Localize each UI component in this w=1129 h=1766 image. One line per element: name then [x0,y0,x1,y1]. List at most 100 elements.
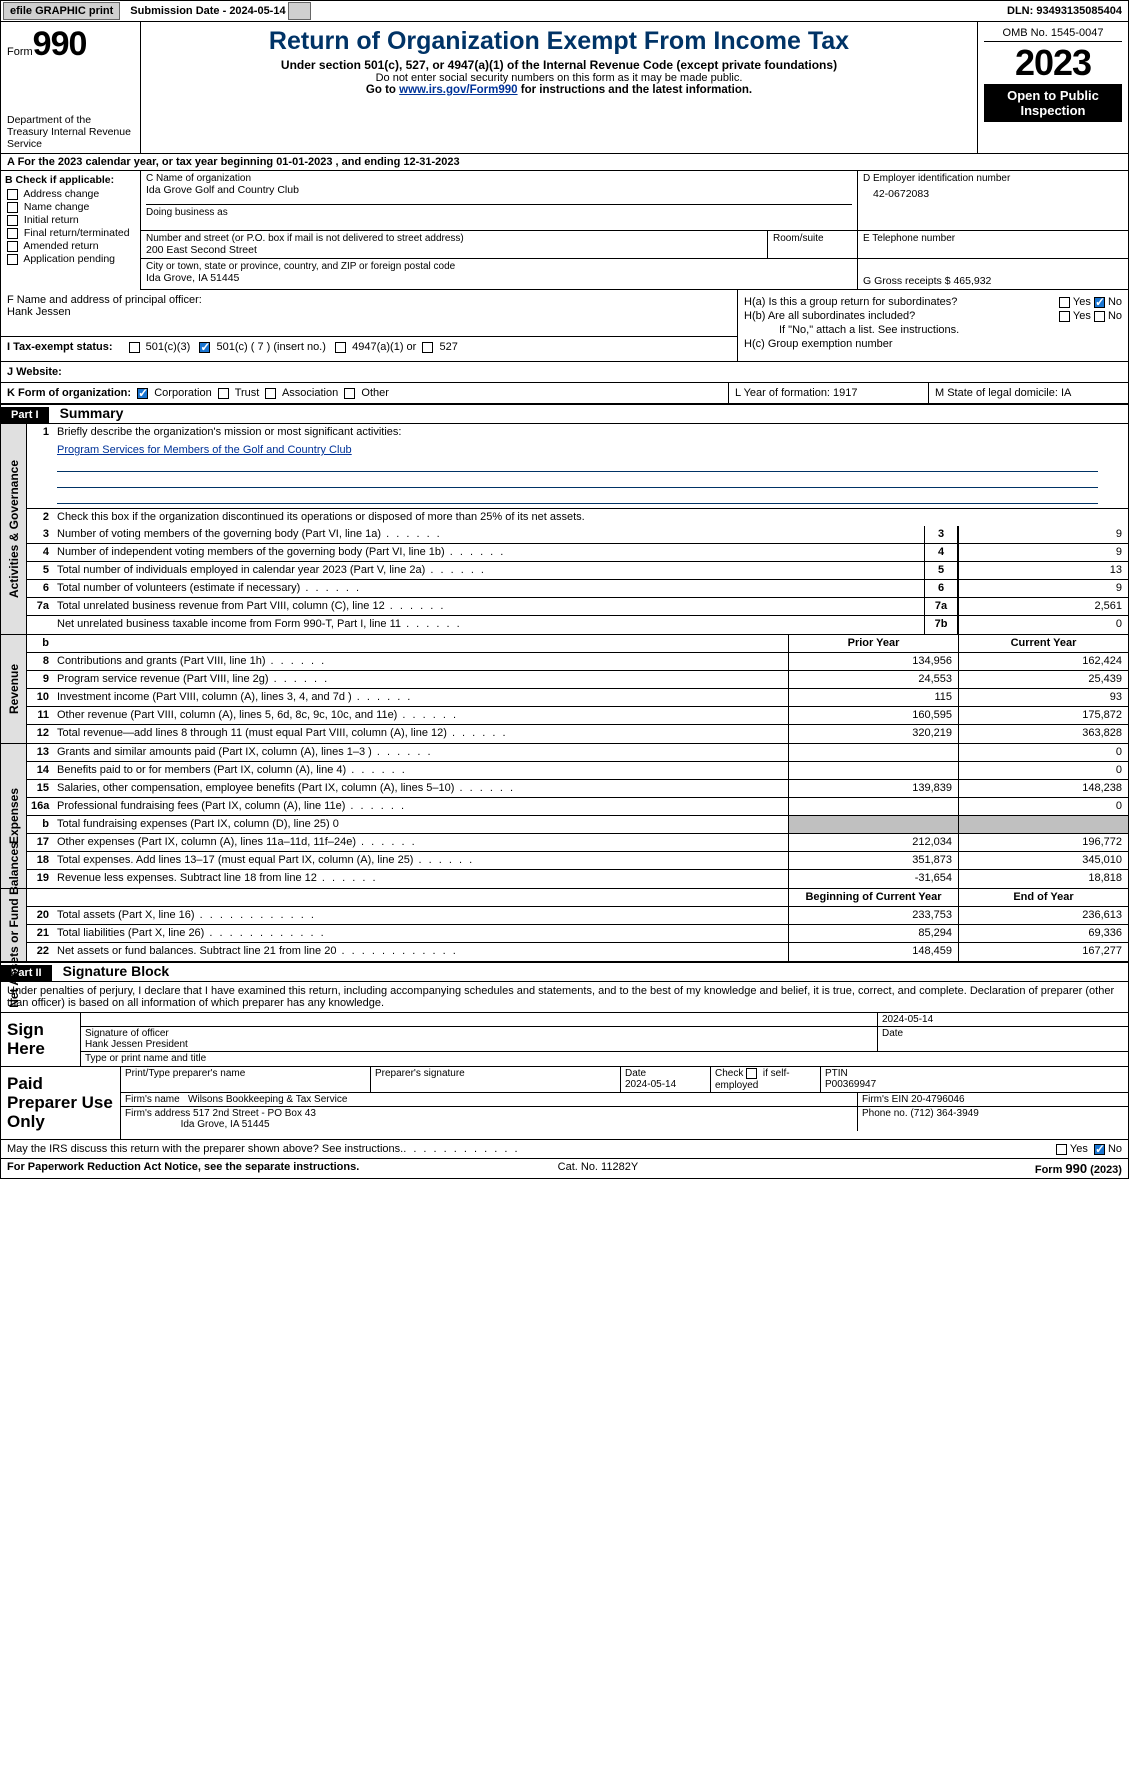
vtab-revenue: Revenue [1,635,27,743]
hb-yes[interactable] [1059,311,1070,322]
summary-line: 7aTotal unrelated business revenue from … [27,598,1128,616]
boxb-option: Address change [5,188,136,200]
boxb-option: Name change [5,201,136,213]
527-checkbox[interactable] [422,342,433,353]
submission-date: Submission Date - 2024-05-14 [122,5,285,17]
q2-label: Check this box if the organization disco… [53,509,1128,526]
year-cell: OMB No. 1545-0047 2023 Open to Public In… [978,22,1128,153]
expense-line: 15Salaries, other compensation, employee… [27,780,1128,798]
form-word: Form [7,46,33,58]
street-label: Number and street (or P.O. box if mail i… [146,233,762,244]
netassets-line: 20Total assets (Part X, line 16)233,7532… [27,907,1128,925]
room-suite: Room/suite [768,231,858,258]
section-activities-governance: Activities & Governance 1 Briefly descri… [1,424,1128,635]
box-g: G Gross receipts $ 465,932 [858,259,1128,289]
street-value: 200 East Second Street [146,244,762,256]
tax-status-label: I Tax-exempt status: [7,341,113,353]
tax-year: 2023 [984,42,1122,84]
part-1-header: Part I Summary [1,404,1128,424]
summary-line: 6Total number of volunteers (estimate if… [27,580,1128,598]
netassets-line: 21Total liabilities (Part X, line 26)85,… [27,925,1128,943]
open-inspection: Open to Public Inspection [984,84,1122,122]
paid-preparer-row: Paid Preparer Use Only Print/Type prepar… [1,1067,1128,1139]
501c-checkbox[interactable] [199,342,210,353]
blank-button[interactable] [288,2,311,20]
form-label-cell: Form990 Department of the Treasury Inter… [1,22,141,153]
expense-line: 16aProfessional fundraising fees (Part I… [27,798,1128,816]
box-h: H(a) Is this a group return for subordin… [738,290,1128,361]
section-net-assets: Net Assets or Fund Balances Beginning of… [1,889,1128,962]
boxb-option: Initial return [5,214,136,226]
title-cell: Return of Organization Exempt From Incom… [141,22,978,153]
revenue-line: 9Program service revenue (Part VIII, lin… [27,671,1128,689]
korg-trust[interactable] [218,388,229,399]
form-990-document: Form990 Department of the Treasury Inter… [0,22,1129,1179]
box-d: D Employer identification number 42-0672… [858,171,1128,230]
row-a: A For the 2023 calendar year, or tax yea… [1,154,1128,171]
hb-no[interactable] [1094,311,1105,322]
korg-corp[interactable] [137,388,148,399]
perjury-statement: Under penalties of perjury, I declare th… [1,982,1128,1013]
section-revenue: Revenue b Prior Year Current Year 8Contr… [1,635,1128,744]
footer: For Paperwork Reduction Act Notice, see … [1,1158,1128,1178]
col-c-d: C Name of organization Ida Grove Golf an… [141,171,1128,290]
self-employed-checkbox[interactable] [746,1068,757,1079]
expense-line: bTotal fundraising expenses (Part IX, co… [27,816,1128,834]
expense-line: 17Other expenses (Part IX, column (A), l… [27,834,1128,852]
mission-text: Program Services for Members of the Golf… [57,444,1098,456]
omb-number: OMB No. 1545-0047 [984,25,1122,42]
form-title: Return of Organization Exempt From Incom… [147,27,971,56]
4947-checkbox[interactable] [335,342,346,353]
box-b-label: B Check if applicable: [5,174,136,186]
top-toolbar: efile GRAPHIC print Submission Date - 20… [0,0,1129,22]
subtitle-2: Do not enter social security numbers on … [147,72,971,84]
tax-opts: 501(c)(3) 501(c) ( 7 ) (insert no.) 4947… [113,341,458,353]
na-header: Beginning of Current Year End of Year [27,889,1128,907]
ein-label: D Employer identification number [863,173,1123,184]
vtab-activities: Activities & Governance [1,424,27,634]
form-number: 990 [33,25,87,63]
boxb-option: Final return/terminated [5,227,136,239]
city-value: Ida Grove, IA 51445 [146,272,852,284]
goto-line: Go to www.irs.gov/Form990 for instructio… [147,84,971,96]
may-no[interactable] [1094,1144,1105,1155]
revenue-line: 8Contributions and grants (Part VIII, li… [27,653,1128,671]
revenue-line: 10Investment income (Part VIII, column (… [27,689,1128,707]
officer-name: Hank Jessen [7,306,731,318]
korg-assoc[interactable] [265,388,276,399]
box-m: M State of legal domicile: IA [928,383,1128,403]
efile-button[interactable]: efile GRAPHIC print [3,2,120,20]
ha-yes[interactable] [1059,297,1070,308]
box-b: B Check if applicable: Address change Na… [1,171,141,290]
501c3-checkbox[interactable] [129,342,140,353]
ha-no[interactable] [1094,297,1105,308]
city-label: City or town, state or province, country… [146,261,852,272]
revenue-line: 11Other revenue (Part VIII, column (A), … [27,707,1128,725]
boxb-option: Amended return [5,240,136,252]
dba-label: Doing business as [146,204,852,218]
section-expenses: Expenses 13Grants and similar amounts pa… [1,744,1128,889]
summary-line: 3Number of voting members of the governi… [27,526,1128,544]
form-header: Form990 Department of the Treasury Inter… [1,22,1128,154]
part-2-header: Part II Signature Block [1,962,1128,982]
box-f: F Name and address of principal officer:… [1,290,738,361]
box-l: L Year of formation: 1917 [728,383,928,403]
expense-line: 14Benefits paid to or for members (Part … [27,762,1128,780]
subtitle-1: Under section 501(c), 527, or 4947(a)(1)… [147,58,971,72]
row-j: J Website: [1,362,1128,383]
org-name: Ida Grove Golf and Country Club [146,184,852,196]
summary-line: 5Total number of individuals employed in… [27,562,1128,580]
boxb-option: Application pending [5,253,136,265]
mission-block: Program Services for Members of the Golf… [27,442,1128,508]
fgh-row: F Name and address of principal officer:… [1,290,1128,362]
header-body-grid: B Check if applicable: Address change Na… [1,171,1128,290]
korg-other[interactable] [344,388,355,399]
revenue-line: 12Total revenue—add lines 8 through 11 (… [27,725,1128,743]
dln: DLN: 93493135085404 [1007,5,1128,17]
vtab-netassets: Net Assets or Fund Balances [1,889,27,961]
ein-value: 42-0672083 [863,184,1123,204]
box-e: E Telephone number [858,231,1128,258]
expense-line: 13Grants and similar amounts paid (Part … [27,744,1128,762]
form990-link[interactable]: www.irs.gov/Form990 [399,84,517,96]
may-yes[interactable] [1056,1144,1067,1155]
